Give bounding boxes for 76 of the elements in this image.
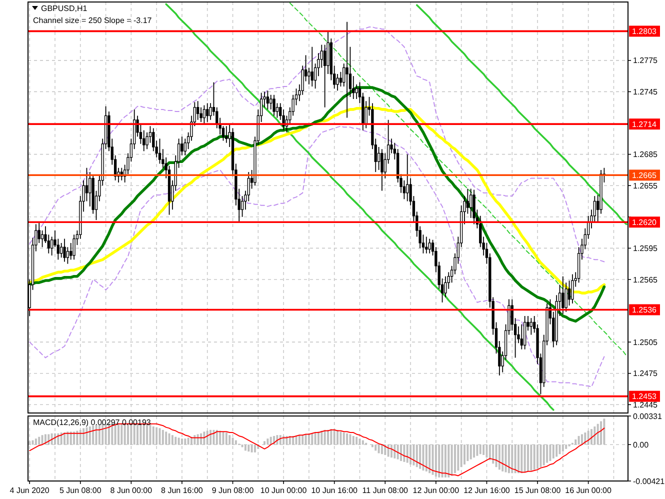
- candlestick: [72, 234, 76, 260]
- candlestick: [308, 67, 310, 85]
- candlestick: [272, 94, 276, 116]
- ref-line-label: 1.2803: [632, 27, 658, 36]
- y-tick-label: 1.2685: [633, 150, 658, 160]
- x-tick-label: 4 Jun 2020: [10, 486, 50, 495]
- candlestick: [339, 71, 342, 87]
- candlestick: [336, 74, 339, 92]
- x-tick-label: 10 Jun 00:00: [260, 486, 308, 495]
- candlestick: [225, 126, 228, 144]
- x-tick-label: 10 Jun 16:00: [311, 486, 358, 495]
- ref-line-label: 1.2665: [632, 170, 658, 180]
- candlestick: [355, 84, 358, 100]
- y-tick-label: 1.2565: [633, 275, 658, 284]
- candlestick: [206, 102, 209, 122]
- candlestick: [266, 90, 270, 110]
- candlestick: [530, 318, 533, 336]
- candlestick: [568, 280, 571, 306]
- candlestick: [88, 172, 92, 207]
- candlestick: [85, 167, 88, 202]
- candlestick: [40, 230, 44, 248]
- line-series: [29, 126, 605, 388]
- candlestick: [63, 238, 66, 262]
- candlestick: [520, 324, 523, 350]
- candlestick: [60, 242, 63, 258]
- y-tick-label: 1.2655: [633, 181, 658, 190]
- candlestick: [276, 102, 279, 118]
- y-tick-label: 1.2475: [633, 369, 658, 378]
- candlestick: [562, 276, 564, 314]
- line-series: [165, 3, 554, 411]
- line-series: [289, 2, 627, 356]
- line-series: [29, 26, 605, 262]
- candlestick: [380, 148, 384, 192]
- candlestick: [196, 100, 200, 120]
- candlestick: [310, 46, 314, 87]
- x-tick-label: 8 Jun 16:00: [161, 486, 204, 495]
- y-tick-label: 0.00: [633, 440, 650, 450]
- candlestick: [346, 21, 348, 118]
- candlestick: [66, 246, 70, 264]
- ref-line-label: 1.2714: [632, 120, 658, 129]
- x-tick-label: 12 Jun 16:00: [464, 486, 510, 495]
- y-tick-label: -0.00421: [633, 476, 665, 486]
- candlestick: [38, 222, 40, 244]
- candlestick: [406, 154, 409, 202]
- candlestick: [466, 188, 470, 214]
- ref-line-label: 1.2536: [632, 306, 658, 315]
- candlestick: [202, 104, 206, 124]
- line-series: [416, 4, 628, 226]
- x-tick-label: 9 Jun 08:00: [212, 486, 254, 495]
- candlestick: [472, 189, 476, 225]
- candlestick: [158, 138, 162, 164]
- x-tick-label: 12 Jun 00:00: [412, 486, 460, 495]
- y-tick-label: 1.2745: [633, 88, 658, 97]
- x-tick-label: 8 Jun 00:00: [110, 486, 153, 495]
- x-tick-label: 11 Jun 08:00: [362, 486, 409, 495]
- candlestick: [571, 274, 574, 304]
- candlestick: [523, 316, 526, 350]
- candlestick: [470, 188, 472, 218]
- y-tick-label: 1.2775: [633, 56, 658, 66]
- y-tick-label: 0.00331: [633, 412, 662, 421]
- chart-title: GBPUSD,H1: [41, 4, 88, 13]
- candlestick: [428, 238, 431, 254]
- x-tick-label: 16 Jun 00:00: [565, 486, 612, 495]
- x-tick-label: 5 Jun 08:00: [59, 486, 102, 495]
- candlestick: [323, 44, 326, 108]
- ref-line-label: 1.2453: [632, 392, 658, 402]
- y-tick-label: 1.2445: [633, 400, 658, 410]
- candlestick: [377, 146, 380, 170]
- text: Channel size = 250 Slope = -3.17: [33, 16, 152, 25]
- x-tick-label: 15 Jun 08:00: [514, 486, 562, 495]
- y-tick-label: 1.2505: [633, 338, 658, 347]
- y-tick-label: 1.2595: [633, 244, 658, 253]
- candlestick: [70, 242, 72, 260]
- ref-line-label: 1.2620: [632, 218, 658, 227]
- line-series: [28, 86, 606, 323]
- candlestick: [270, 94, 272, 110]
